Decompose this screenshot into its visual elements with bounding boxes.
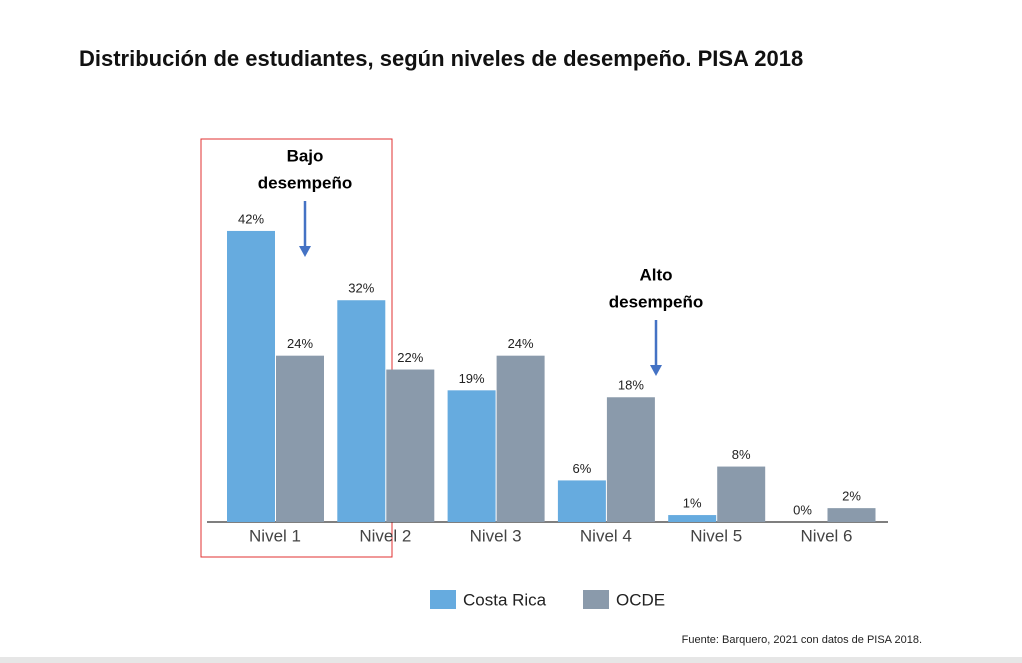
value-label: 2% xyxy=(842,489,861,504)
bar xyxy=(557,480,606,522)
value-label: 19% xyxy=(459,371,485,386)
legend-swatch xyxy=(430,590,456,609)
x-tick-label: Nivel 6 xyxy=(801,526,853,545)
value-label: 1% xyxy=(683,496,702,511)
bar xyxy=(447,390,496,522)
x-tick-label: Nivel 4 xyxy=(580,526,632,545)
x-tick-label: Nivel 3 xyxy=(470,526,522,545)
value-label: 6% xyxy=(573,461,592,476)
bar xyxy=(276,355,324,522)
x-tick-label: Nivel 5 xyxy=(690,526,742,545)
arrow-head xyxy=(299,246,311,257)
legend-label: Costa Rica xyxy=(463,590,547,609)
chart-title: Distribución de estudiantes, según nivel… xyxy=(79,46,803,71)
value-label: 42% xyxy=(238,211,264,226)
value-label: 32% xyxy=(348,281,374,296)
value-label: 8% xyxy=(732,447,751,462)
value-label: 0% xyxy=(793,502,812,517)
legend-label: OCDE xyxy=(616,590,665,609)
value-label: 24% xyxy=(287,336,313,351)
arrow-head xyxy=(650,365,662,376)
bar xyxy=(827,508,876,522)
value-label: 22% xyxy=(397,350,423,365)
bar xyxy=(496,355,545,522)
value-label: 24% xyxy=(508,336,534,351)
bar xyxy=(337,300,386,522)
annotation: desempeño xyxy=(609,292,703,311)
annotation: desempeño xyxy=(258,173,352,192)
bottom-strip xyxy=(0,657,1022,663)
source: Fuente: Barquero, 2021 con datos de PISA… xyxy=(682,634,922,646)
legend-swatch xyxy=(583,590,609,609)
highlight-box xyxy=(200,138,393,558)
bar xyxy=(386,369,435,522)
value-label: 18% xyxy=(618,378,644,393)
x-tick-label: Nivel 2 xyxy=(359,526,411,545)
bar xyxy=(227,230,275,522)
bar xyxy=(606,397,655,522)
annotation: Alto xyxy=(639,265,672,284)
x-tick-label: Nivel 1 xyxy=(249,526,301,545)
annotation: Bajo xyxy=(287,146,324,165)
bar xyxy=(668,515,717,522)
bar xyxy=(717,466,766,522)
